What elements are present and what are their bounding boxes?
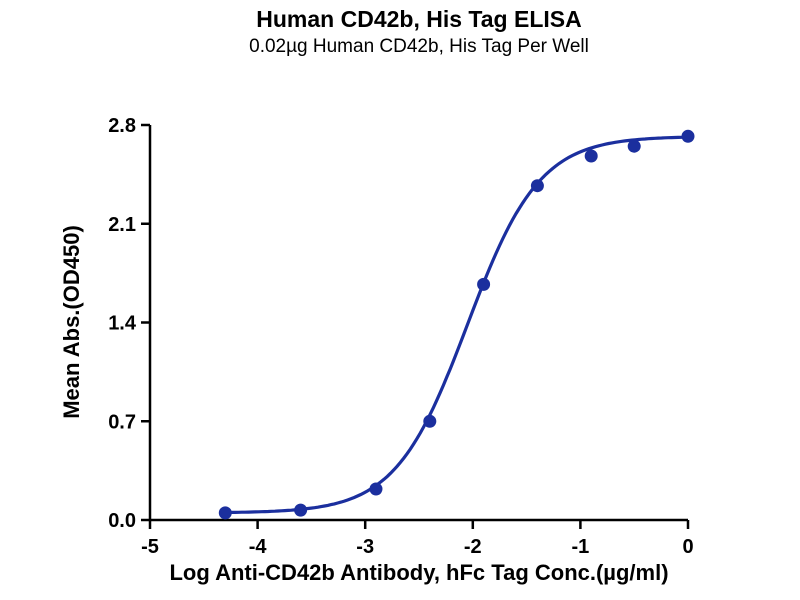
data-point [218, 506, 232, 520]
x-tick-label: -3 [356, 536, 374, 558]
x-axis-label: Log Anti-CD42b Antibody, hFc Tag Conc.(µ… [169, 560, 669, 585]
y-tick-label: 1.4 [108, 313, 137, 335]
data-point [423, 414, 437, 428]
chart-subtitle: 0.02µg Human CD42b, His Tag Per Well [249, 36, 589, 57]
fit-curve [223, 135, 690, 515]
data-point [584, 149, 598, 163]
x-tick-label: -5 [141, 536, 159, 558]
y-tick-label: 0.7 [108, 411, 136, 433]
data-point [530, 179, 544, 193]
x-tick-label: -1 [572, 536, 590, 558]
y-tick-label: 2.8 [108, 115, 136, 137]
data-point [627, 139, 641, 153]
data-point [681, 129, 695, 143]
data-point [369, 482, 383, 496]
x-tick-label: -4 [249, 536, 268, 558]
data-point [294, 503, 308, 517]
chart-title: Human CD42b, His Tag ELISA [256, 6, 582, 32]
x-tick-label: -2 [464, 536, 482, 558]
x-tick-label: 0 [682, 536, 693, 558]
y-tick-label: 2.1 [108, 214, 136, 236]
data-point [477, 277, 491, 291]
y-tick-label: 0.0 [108, 510, 136, 532]
